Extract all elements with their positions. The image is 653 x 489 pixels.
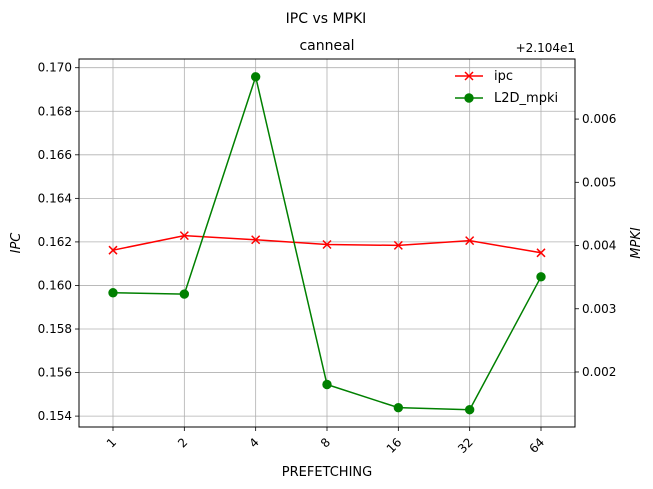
data-point-ipc xyxy=(322,239,332,250)
chart-title: canneal xyxy=(299,38,354,54)
data-point-ipc xyxy=(251,235,261,245)
x-tick-label: 64 xyxy=(526,435,547,456)
y-left-tick-label: 0.162 xyxy=(38,235,72,249)
y-left-tick-label: 0.164 xyxy=(38,191,72,205)
x-tick-label: 8 xyxy=(318,435,333,450)
legend: ipc L2D_mpki xyxy=(455,69,558,106)
y-right-tick-label: 0.004 xyxy=(582,239,616,253)
y-left-tick-label: 0.156 xyxy=(38,366,72,380)
data-point-l2d-mpki xyxy=(393,402,404,413)
legend-marker xyxy=(464,93,474,103)
data-point-ipc xyxy=(465,236,475,246)
y-axis-right: 0.002 0.003 0.004 0.005 0.006 xyxy=(575,112,616,379)
y-axis-left-label: IPC xyxy=(9,232,24,254)
y-axis-left: 0.154 0.156 0.158 0.160 0.162 0.164 0.166 0.168… xyxy=(38,61,79,423)
data-point-l2d-mpki xyxy=(250,72,261,82)
x-tick-label: 2 xyxy=(175,435,190,450)
y-left-tick-label: 0.168 xyxy=(38,104,72,118)
y-right-tick-label: 0.005 xyxy=(582,175,616,189)
x-tick-label: 4 xyxy=(246,435,261,450)
legend-marker xyxy=(464,71,474,81)
y-left-tick-label: 0.160 xyxy=(38,278,72,292)
legend-label: ipc xyxy=(494,69,513,84)
data-point-l2d-mpki xyxy=(322,379,332,390)
y-right-tick-label: 0.002 xyxy=(582,365,616,379)
legend-label: L2D_mpki xyxy=(494,91,558,106)
data-point-l2d-mpki xyxy=(536,272,546,282)
data-point-ipc xyxy=(179,231,189,241)
y-right-tick-label: 0.003 xyxy=(582,302,616,316)
y-left-tick-label: 0.158 xyxy=(38,322,72,336)
x-tick-label: 32 xyxy=(455,435,476,456)
data-point-l2d-mpki xyxy=(179,289,190,299)
y-left-tick-label: 0.170 xyxy=(38,61,72,75)
x-axis: 1 2 4 8 16 32 64 xyxy=(104,427,547,456)
y-right-tick-label: 0.006 xyxy=(582,112,616,126)
x-tick-label: 1 xyxy=(104,435,119,450)
data-point-l2d-mpki xyxy=(108,288,118,298)
y-left-tick-label: 0.154 xyxy=(38,409,72,423)
legend-item-ipc: ipc xyxy=(455,69,513,84)
grid xyxy=(79,59,575,427)
x-tick-label: 16 xyxy=(384,435,405,456)
y-axis-right-label: MPKI xyxy=(629,227,644,259)
series-layer xyxy=(108,72,546,415)
data-point-ipc xyxy=(108,245,118,255)
data-point-ipc xyxy=(536,248,546,258)
data-point-ipc xyxy=(393,240,403,250)
data-point-l2d-mpki xyxy=(464,405,475,415)
legend-item-l2d-mpki: L2D_mpki xyxy=(455,91,558,106)
y-left-tick-label: 0.166 xyxy=(38,148,72,162)
chart-suptitle: IPC vs MPKI xyxy=(286,11,367,27)
right-axis-offset: +2.104e1 xyxy=(516,41,575,55)
x-axis-label: PREFETCHING xyxy=(282,465,372,480)
